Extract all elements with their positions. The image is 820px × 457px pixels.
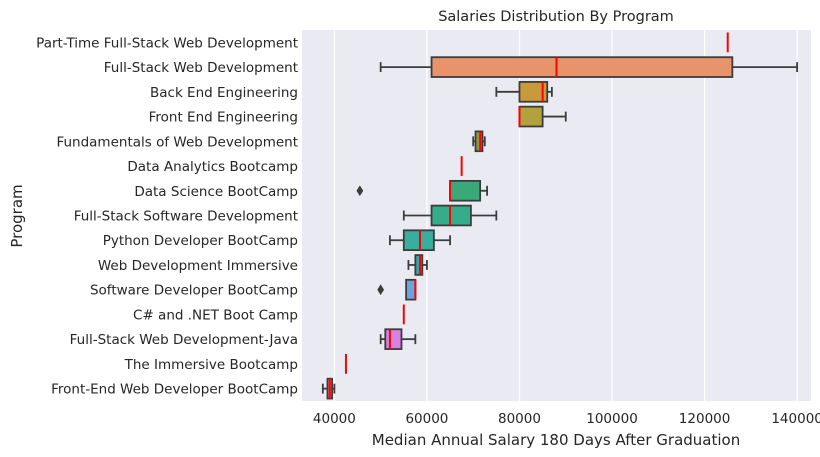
x-tick-label: 120000 [679, 411, 731, 427]
chart-title: Salaries Distribution By Program [438, 9, 674, 25]
x-tick-label: 40000 [313, 411, 356, 427]
iqr-box [430, 204, 472, 227]
x-axis-title: Median Annual Salary 180 Days After Grad… [372, 431, 740, 449]
y-tick-label: Software Developer BootCamp [90, 283, 298, 299]
iqr-box [449, 179, 482, 202]
outlier-marker [356, 185, 364, 197]
y-tick-label: Fundamentals of Web Development [56, 134, 298, 150]
y-tick-label: The Immersive Bootcamp [124, 357, 298, 373]
y-tick-label: Web Development Immersive [98, 258, 298, 274]
iqr-box [414, 254, 424, 276]
outlier-marker [377, 284, 385, 296]
y-tick-label: Front End Engineering [149, 110, 298, 126]
iqr-box [518, 105, 544, 128]
iqr-box [518, 81, 549, 103]
x-tick-label: 100000 [586, 411, 638, 427]
box-group [321, 32, 799, 400]
y-tick-label: Data Science BootCamp [134, 184, 298, 200]
y-tick-labels: Part-Time Full-Stack Web Development Full… [36, 35, 298, 397]
y-tick-label: Data Analytics Bootcamp [127, 159, 298, 175]
iqr-box [384, 328, 403, 350]
y-tick-label: Front-End Web Developer BootCamp [51, 382, 298, 398]
x-tick-label: 140000 [771, 411, 820, 427]
iqr-box [402, 229, 435, 252]
y-tick-label: C# and .NET Boot Camp [133, 307, 298, 323]
y-axis-title: Program [8, 184, 26, 247]
iqr-box [405, 278, 417, 301]
plot-background [302, 30, 811, 401]
y-tick-label: Python Developer BootCamp [103, 233, 298, 249]
y-tick-label: Back End Engineering [150, 85, 298, 101]
x-tick-label: 80000 [498, 411, 541, 427]
iqr-box [474, 130, 484, 153]
y-tick-label: Full-Stack Software Development [74, 209, 298, 225]
x-tick-labels: 40000 60000 80000 100000 120000 140000 [313, 411, 820, 427]
iqr-box [430, 56, 734, 78]
x-tick-label: 60000 [405, 411, 448, 427]
y-tick-label: Full-Stack Web Development [104, 60, 298, 76]
y-tick-label: Full-Stack Web Development-Java [70, 332, 298, 348]
y-tick-label: Part-Time Full-Stack Web Development [36, 35, 298, 51]
